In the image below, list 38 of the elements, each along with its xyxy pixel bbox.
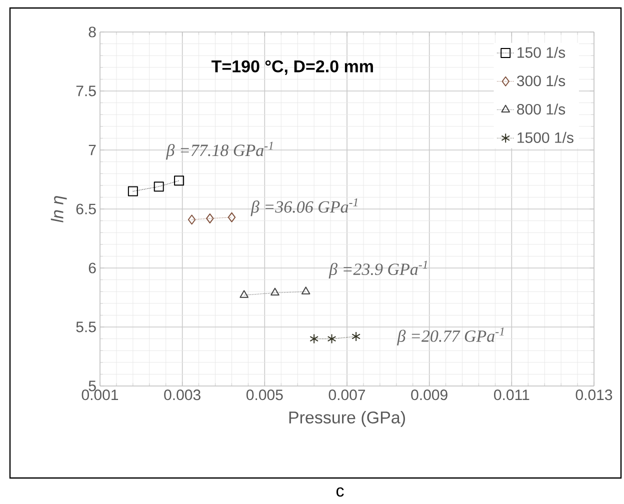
annotation: β =23.9 GPa$^{-1}$ [328, 260, 428, 278]
y-tick-label: 8 [88, 26, 96, 38]
point [240, 290, 248, 298]
x-tick-label: 0.003 [164, 390, 200, 400]
legend-label: 1500 1/s [518, 132, 574, 143]
y-tick-label: 6.5 [76, 204, 96, 214]
point [128, 186, 138, 196]
x-axis-title: Pressure (GPa) [289, 411, 405, 427]
point [206, 213, 214, 224]
legend-label: 300 1/s [517, 75, 566, 86]
legend-label: 800 1/s [517, 104, 566, 115]
point [352, 331, 360, 342]
point [301, 286, 310, 294]
x-tick-label: 0.009 [411, 390, 448, 400]
annotation: β =36.06 GPa$^{-1}$ [250, 198, 358, 216]
x-tick-label: 0.005 [246, 390, 283, 400]
text: T=190 °C, D=2.0 mm [211, 60, 373, 75]
y-tick-label: 7.5 [76, 86, 96, 96]
annotation: β =20.77 GPa$^{-1}$ [396, 328, 504, 346]
x-tick-label: 0.011 [494, 390, 530, 400]
point [154, 182, 164, 192]
y-tick-label: 7 [88, 144, 96, 156]
x-tick-label: 0.007 [328, 390, 366, 400]
point [270, 288, 280, 296]
point [310, 334, 318, 344]
legend-label: 150 1/s [518, 46, 566, 58]
y-axis-title: ln η [50, 196, 67, 222]
text: c [336, 487, 344, 497]
x-tick-label: 0.001 [82, 390, 118, 400]
point [188, 214, 196, 225]
annotation: β =77.18 GPa$^{-1}$ [166, 142, 273, 160]
y-tick-label: 6 [88, 262, 96, 274]
x-tick-label: 0.013 [576, 390, 612, 400]
point [174, 176, 184, 186]
point [327, 334, 336, 344]
y-tick-label: 5.5 [76, 322, 96, 332]
point [228, 212, 236, 222]
y-tick-label: 5 [88, 380, 96, 392]
